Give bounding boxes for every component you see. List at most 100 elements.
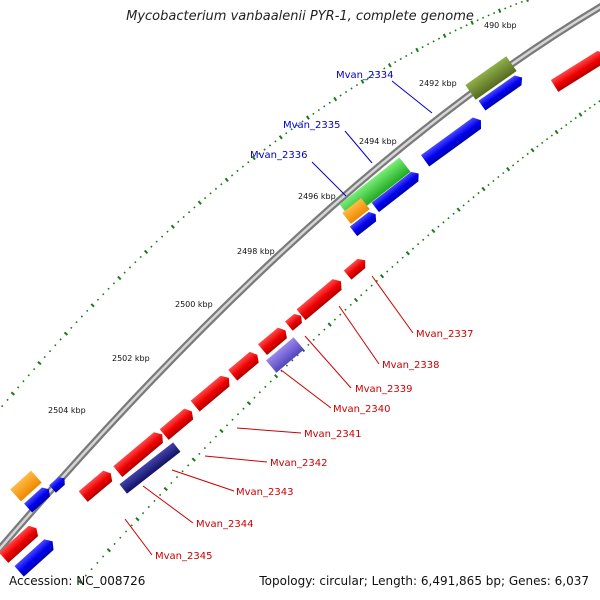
ruler-tick (181, 470, 184, 473)
feature-olive[interactable] (465, 56, 517, 100)
ruler-tick (482, 16, 485, 19)
ruler-tick (516, 160, 520, 163)
ruler-tick (96, 298, 100, 301)
ruler-tick (48, 350, 52, 353)
ruler-tick (526, 0, 529, 3)
ruler-tick (554, 129, 559, 135)
gene-label-mvan-2340[interactable]: Mvan_2340 (333, 404, 390, 415)
gene-label-mvan-2339[interactable]: Mvan_2339 (355, 384, 412, 395)
ruler-tick (112, 282, 116, 285)
gene-arrow-mvan-2344[interactable] (113, 429, 166, 478)
ruler-tick (247, 161, 250, 164)
ruler-tick (353, 297, 359, 303)
feature-purple[interactable] (266, 337, 304, 373)
gene-arrow-mvan-2336[interactable] (371, 169, 423, 213)
gene-arrow-mvan-2337[interactable] (343, 256, 369, 280)
gene-label-mvan-2338[interactable]: Mvan_2338 (382, 360, 439, 371)
ruler-tick (344, 308, 347, 311)
kbp-labels: 490 kbp 2492 kbp 2494 kbp 2496 kbp 2498 … (48, 21, 517, 415)
gene-arrow-mvan-2340[interactable] (258, 325, 290, 356)
gene-label-mvan-2337[interactable]: Mvan_2337 (416, 329, 473, 340)
ruler-tick (113, 542, 116, 546)
connector-mvan-2341 (236, 427, 302, 434)
ruler-tick (391, 265, 394, 269)
ruler-tick (317, 108, 320, 112)
ruler-tick (421, 46, 424, 49)
feature-orange-left[interactable] (10, 470, 42, 502)
ruler-tick (242, 407, 245, 410)
ruler-tick (492, 179, 495, 183)
ruler-tick (454, 29, 457, 32)
ruler-tick (96, 561, 99, 564)
ruler-tick (197, 200, 202, 205)
kbp-tick-label: 2504 kbp (48, 406, 86, 415)
ruler-tick (405, 54, 408, 58)
ruler-tick (204, 196, 207, 200)
ruler-tick (360, 79, 365, 84)
connector-mvan-2343 (171, 469, 235, 492)
gene-arrow-mvan-2345[interactable] (78, 468, 116, 502)
feature-navy[interactable] (119, 442, 181, 494)
kbp-tick-label: 2498 kbp (237, 247, 275, 256)
gene-arrow-blue-left-c[interactable] (14, 536, 57, 577)
ruler-tick (355, 83, 359, 87)
ruler-tick (214, 435, 218, 438)
ruler-tick (578, 112, 583, 117)
ruler-tick (1, 404, 4, 408)
ruler-tick (175, 476, 179, 479)
ruler-tick (70, 326, 73, 329)
ruler-tick (143, 249, 149, 254)
kbp-tick-label: 2496 kbp (298, 192, 336, 201)
gene-label-mvan-2342[interactable]: Mvan_2342 (270, 458, 327, 469)
gene-label-mvan-2336[interactable]: Mvan_2336 (250, 150, 307, 161)
gene-label-mvan-2341[interactable]: Mvan_2341 (304, 429, 361, 440)
gene-label-mvan-2343[interactable]: Mvan_2343 (236, 487, 293, 498)
ruler-tick (135, 517, 140, 522)
ruler-tick (339, 313, 342, 316)
ruler-tick (427, 43, 430, 46)
ruler-tick (470, 20, 474, 25)
ruler-tick (187, 464, 190, 467)
ruler-tick (209, 441, 212, 444)
gene-arrow-blue-left-a[interactable] (24, 485, 53, 513)
ruler-tick (550, 134, 553, 137)
ruler-tick (427, 234, 430, 237)
kbp-tick-label: 2500 kbp (175, 300, 213, 309)
ruler-tick (236, 413, 240, 416)
ruler-tick (251, 155, 256, 161)
ruler-tick (377, 70, 380, 73)
ruler-tick (101, 555, 105, 558)
ruler-tick (102, 293, 105, 296)
gene-arrow-red-left[interactable] (0, 523, 41, 563)
kbp-tick-label: 2502 kbp (112, 354, 150, 363)
ruler-tick (263, 148, 266, 151)
ruler-tick (130, 524, 133, 527)
gene-arrow-red-top[interactable] (550, 48, 600, 92)
ruler-tick (415, 47, 419, 53)
gene-label-mvan-2334[interactable]: Mvan_2334 (336, 70, 393, 81)
gene-arrow-mvan-2335[interactable] (420, 115, 485, 167)
ruler-tick (312, 112, 315, 115)
gene-arrow-mvan-2341[interactable] (228, 349, 262, 381)
gene-arrow-mvan-2339[interactable] (285, 311, 305, 331)
connector-mvan-2337 (371, 275, 414, 334)
gene-arrow-blue-small[interactable] (349, 209, 379, 237)
reverse-genes (14, 73, 526, 577)
ruler-tick (10, 391, 16, 396)
gene-arrow-mvan-2338[interactable] (296, 276, 346, 321)
ruler-tick (593, 103, 596, 106)
gene-arrow-mvan-2334[interactable] (478, 73, 526, 111)
feature-orange-top[interactable] (342, 198, 370, 224)
ruler-tick (268, 144, 272, 147)
ruler-tick (224, 177, 229, 183)
gene-arrow-mvan-2343[interactable] (159, 406, 197, 440)
gene-label-mvan-2345[interactable]: Mvan_2345 (155, 551, 212, 562)
gene-arrow-blue-left-b[interactable] (49, 475, 68, 493)
ruler-tick (258, 391, 261, 394)
ruler-tick (77, 579, 83, 585)
gene-label-mvan-2335[interactable]: Mvan_2335 (283, 120, 340, 131)
ruler-tick (560, 127, 563, 130)
gene-label-mvan-2344[interactable]: Mvan_2344 (196, 519, 253, 530)
gene-arrow-mvan-2342[interactable] (190, 372, 234, 412)
ruler-tick (536, 145, 539, 148)
